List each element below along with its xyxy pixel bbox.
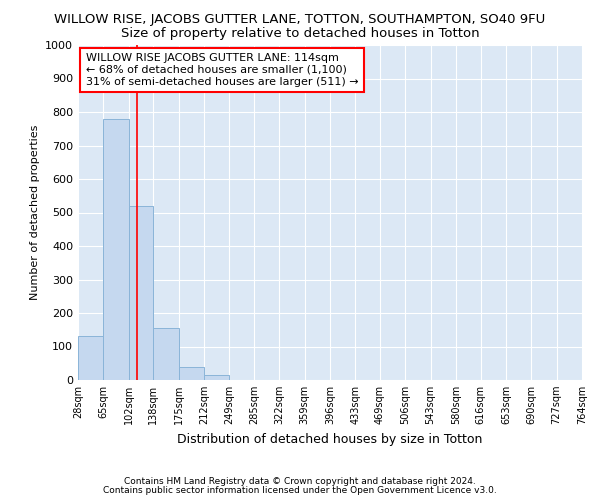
Text: WILLOW RISE, JACOBS GUTTER LANE, TOTTON, SOUTHAMPTON, SO40 9FU: WILLOW RISE, JACOBS GUTTER LANE, TOTTON,… bbox=[55, 12, 545, 26]
Bar bbox=[78, 336, 103, 380]
Bar bbox=[128, 206, 154, 380]
Y-axis label: Number of detached properties: Number of detached properties bbox=[29, 125, 40, 300]
Bar bbox=[204, 375, 229, 380]
X-axis label: Distribution of detached houses by size in Totton: Distribution of detached houses by size … bbox=[178, 432, 482, 446]
Text: Contains public sector information licensed under the Open Government Licence v3: Contains public sector information licen… bbox=[103, 486, 497, 495]
Text: Contains HM Land Registry data © Crown copyright and database right 2024.: Contains HM Land Registry data © Crown c… bbox=[124, 477, 476, 486]
Bar bbox=[154, 328, 179, 380]
Text: WILLOW RISE JACOBS GUTTER LANE: 114sqm
← 68% of detached houses are smaller (1,1: WILLOW RISE JACOBS GUTTER LANE: 114sqm ←… bbox=[86, 54, 358, 86]
Bar bbox=[103, 118, 128, 380]
Bar bbox=[179, 366, 204, 380]
Text: Size of property relative to detached houses in Totton: Size of property relative to detached ho… bbox=[121, 28, 479, 40]
